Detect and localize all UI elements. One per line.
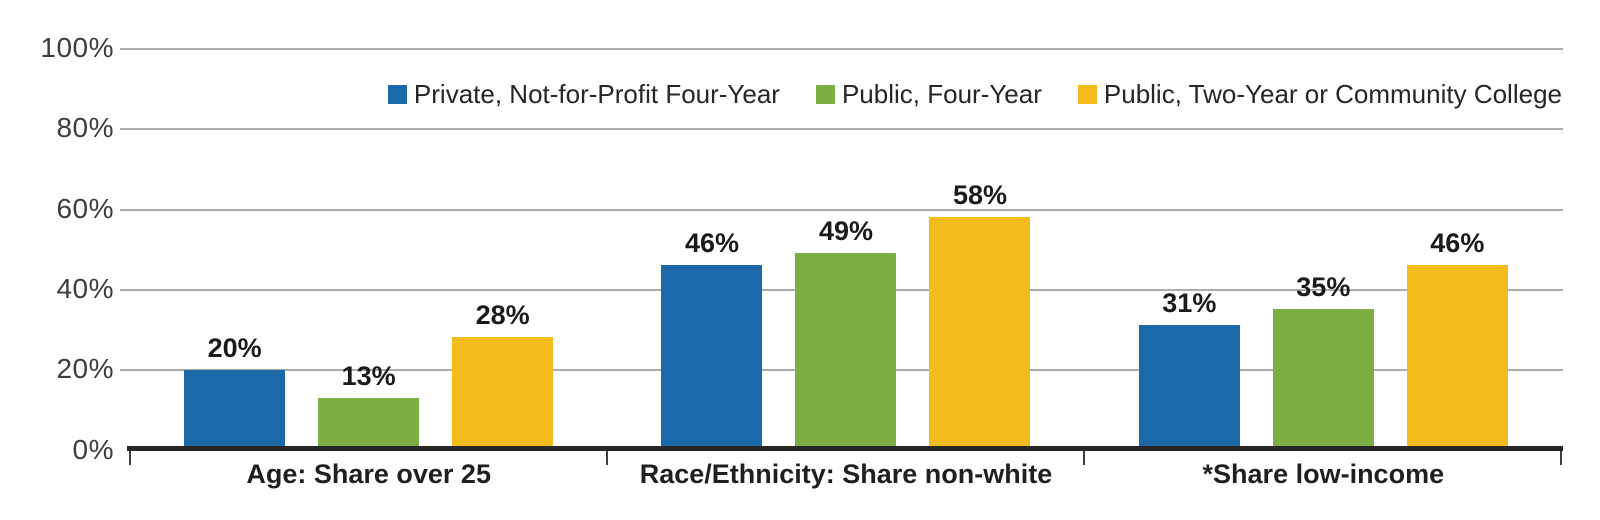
y-tick-label: 100% <box>40 32 114 63</box>
gridline-100 <box>120 48 1563 50</box>
plot-area: 20% 13% 28% 46% 49% 58% <box>130 48 1562 450</box>
bar <box>184 369 286 450</box>
bar-group-low-income: 31% 35% 46% <box>1085 48 1562 450</box>
bar-public2-age: 28% <box>452 300 554 450</box>
category-label-low-income: *Share low-income <box>1202 459 1445 489</box>
bar-group-race: 46% 49% 58% <box>607 48 1084 450</box>
legend-swatch-icon <box>815 84 835 104</box>
bar <box>1138 325 1240 450</box>
bar-value-label: 31% <box>1162 288 1217 319</box>
x-axis-tick <box>129 450 131 465</box>
bar <box>1272 309 1374 450</box>
legend-entry-private-four-year: Private, Not-for-Profit Four-Year <box>387 78 780 110</box>
y-tick-label: 20% <box>56 353 114 384</box>
bar <box>1406 265 1508 450</box>
bar-public2-low-income: 46% <box>1406 228 1508 450</box>
bar-value-label: 49% <box>818 216 873 247</box>
legend-label: Public, Two-Year or Community College <box>1103 79 1562 109</box>
bar-public4-race: 49% <box>795 216 897 450</box>
x-axis-category-labels: Age: Share over 25 Race/Ethnicity: Share… <box>130 458 1562 490</box>
x-axis-tick <box>606 450 608 465</box>
bar-private-race: 46% <box>661 228 763 450</box>
bar-value-label: 28% <box>475 300 530 331</box>
bar <box>795 253 897 450</box>
category-label-race: Race/Ethnicity: Share non-white <box>639 459 1053 489</box>
bar-value-label: 13% <box>341 360 396 391</box>
bar-value-label: 58% <box>952 179 1007 210</box>
legend-swatch-icon <box>1077 84 1097 104</box>
bar-value-label: 46% <box>684 228 739 259</box>
x-axis-tick <box>1560 450 1562 465</box>
bar-value-label: 46% <box>1430 228 1485 259</box>
x-axis-tick <box>1083 450 1085 465</box>
y-tick-label: 80% <box>56 112 114 143</box>
bar-private-age: 20% <box>184 332 286 450</box>
bar <box>929 216 1031 450</box>
bar-group-age: 20% 13% 28% <box>130 48 607 450</box>
category-label-age: Age: Share over 25 <box>246 459 491 489</box>
y-tick-label: 60% <box>56 193 114 224</box>
legend-label: Public, Four-Year <box>841 79 1042 109</box>
legend: Private, Not-for-Profit Four-Year Public… <box>387 78 1562 110</box>
y-tick-label: 40% <box>56 273 114 304</box>
x-axis-baseline <box>127 446 1563 451</box>
bar-public4-age: 13% <box>318 360 420 450</box>
legend-entry-public-four-year: Public, Four-Year <box>815 78 1042 110</box>
gridline-60 <box>120 209 1563 211</box>
bar <box>661 265 763 450</box>
bar <box>318 397 420 450</box>
bar-value-label: 20% <box>207 332 262 363</box>
bar-value-label: 35% <box>1296 272 1351 303</box>
gridline-80 <box>120 128 1563 130</box>
legend-swatch-icon <box>387 84 407 104</box>
legend-entry-public-two-year: Public, Two-Year or Community College <box>1077 78 1562 110</box>
bar <box>452 337 554 450</box>
y-tick-label: 0% <box>72 434 114 465</box>
y-axis: 100% 80% 60% 40% 20% 0% <box>0 0 114 520</box>
bar-public2-race: 58% <box>929 179 1031 450</box>
legend-label: Private, Not-for-Profit Four-Year <box>413 79 780 109</box>
bar-private-low-income: 31% <box>1138 288 1240 450</box>
bar-public4-low-income: 35% <box>1272 272 1374 450</box>
